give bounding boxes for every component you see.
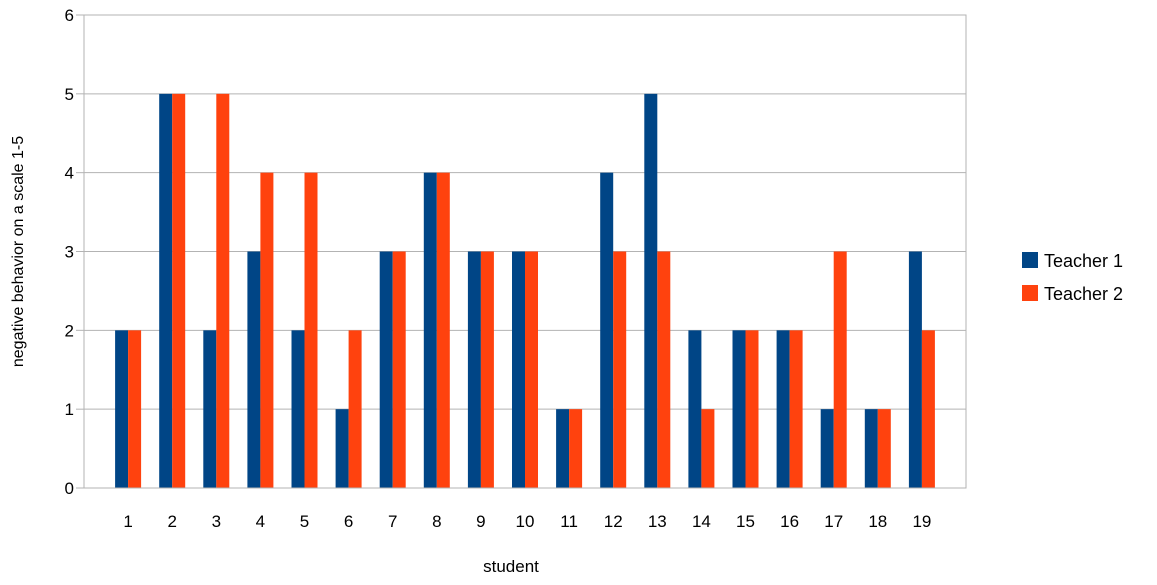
- y-tick-label: 5: [65, 85, 74, 104]
- x-tick-label: 12: [604, 512, 623, 531]
- bar-teacher-2-student-13: [657, 251, 671, 488]
- bar-teacher-2-student-1: [128, 330, 142, 488]
- bar-teacher-1-student-17: [820, 409, 834, 488]
- legend-swatch-teacher-2: [1022, 285, 1038, 301]
- bar-teacher-2-student-12: [613, 251, 627, 488]
- x-tick-label: 19: [912, 512, 931, 531]
- bar-teacher-1-student-10: [512, 251, 525, 488]
- x-tick-label: 16: [780, 512, 799, 531]
- x-tick-label: 17: [824, 512, 843, 531]
- x-tick-label: 7: [388, 512, 397, 531]
- bar-teacher-2-student-15: [745, 330, 759, 488]
- bar-teacher-2-student-6: [348, 330, 362, 488]
- x-tick-label: 8: [432, 512, 441, 531]
- y-tick-label: 4: [65, 164, 74, 183]
- bar-teacher-2-student-10: [525, 251, 538, 488]
- bar-teacher-1-student-1: [115, 330, 129, 488]
- y-tick-label: 3: [65, 243, 74, 262]
- x-tick-label: 5: [300, 512, 309, 531]
- x-tick-label: 15: [736, 512, 755, 531]
- legend-label-teacher-1: Teacher 1: [1044, 251, 1123, 271]
- bar-teacher-1-student-6: [335, 409, 349, 488]
- bar-teacher-1-student-9: [467, 251, 481, 488]
- bar-teacher-1-student-5: [291, 330, 305, 488]
- bar-teacher-1-student-8: [423, 172, 437, 488]
- bar-teacher-2-student-8: [436, 172, 450, 488]
- bar-teacher-2-student-5: [304, 172, 318, 488]
- bar-teacher-1-student-4: [247, 251, 261, 488]
- x-tick-label: 13: [648, 512, 667, 531]
- bar-teacher-1-student-13: [644, 93, 658, 488]
- legend-label-teacher-2: Teacher 2: [1044, 284, 1123, 304]
- x-tick-label: 2: [167, 512, 176, 531]
- y-tick-label: 6: [65, 6, 74, 25]
- bar-teacher-1-student-15: [732, 330, 746, 488]
- bar-teacher-2-student-9: [480, 251, 494, 488]
- bar-teacher-1-student-12: [600, 172, 614, 488]
- bar-teacher-1-student-16: [776, 330, 790, 488]
- bar-teacher-1-student-7: [379, 251, 393, 488]
- bar-teacher-2-student-3: [216, 93, 230, 488]
- y-tick-label: 2: [65, 321, 74, 340]
- y-axis-label: negative behavior on a scale 1-5: [10, 136, 27, 367]
- x-tick-label: 1: [123, 512, 132, 531]
- bar-teacher-1-student-14: [688, 330, 702, 488]
- bar-teacher-1-student-18: [864, 409, 878, 488]
- x-tick-label: 18: [868, 512, 887, 531]
- x-tick-label: 3: [212, 512, 221, 531]
- x-tick-label: 6: [344, 512, 353, 531]
- bar-teacher-2-student-16: [789, 330, 803, 488]
- bar-teacher-1-student-19: [908, 251, 922, 488]
- x-tick-label: 14: [692, 512, 711, 531]
- bar-teacher-2-student-14: [701, 409, 715, 488]
- bar-teacher-2-student-2: [172, 93, 186, 488]
- x-tick-label: 11: [560, 512, 578, 531]
- bar-teacher-1-student-2: [159, 93, 173, 488]
- legend: Teacher 1 Teacher 2: [1022, 251, 1123, 304]
- y-tick-label: 1: [65, 400, 74, 419]
- legend-swatch-teacher-1: [1022, 252, 1038, 268]
- bar-teacher-2-student-4: [260, 172, 274, 488]
- x-axis-ticks: 1 2 3 4 5 6 7 8 9 10 11 12 13 14 15 16 17 18 19: [123, 512, 931, 531]
- x-tick-label: 9: [476, 512, 485, 531]
- x-tick-label: 10: [516, 512, 535, 531]
- bar-teacher-1-student-11: [556, 409, 570, 488]
- x-axis-label: student: [483, 557, 539, 576]
- y-tick-label: 0: [65, 479, 74, 498]
- bar-teacher-2-student-11: [569, 409, 583, 488]
- bar-teacher-2-student-19: [921, 330, 935, 488]
- x-tick-label: 4: [256, 512, 265, 531]
- bar-teacher-1-student-3: [203, 330, 217, 488]
- y-axis-ticks: 0 1 2 3 4 5 6: [65, 6, 84, 498]
- bar-teacher-2-student-18: [877, 409, 891, 488]
- bar-teacher-2-student-7: [392, 251, 406, 488]
- bars: [115, 93, 935, 488]
- bar-teacher-2-student-17: [833, 251, 847, 488]
